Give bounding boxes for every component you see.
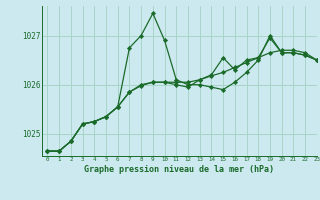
X-axis label: Graphe pression niveau de la mer (hPa): Graphe pression niveau de la mer (hPa) <box>84 165 274 174</box>
